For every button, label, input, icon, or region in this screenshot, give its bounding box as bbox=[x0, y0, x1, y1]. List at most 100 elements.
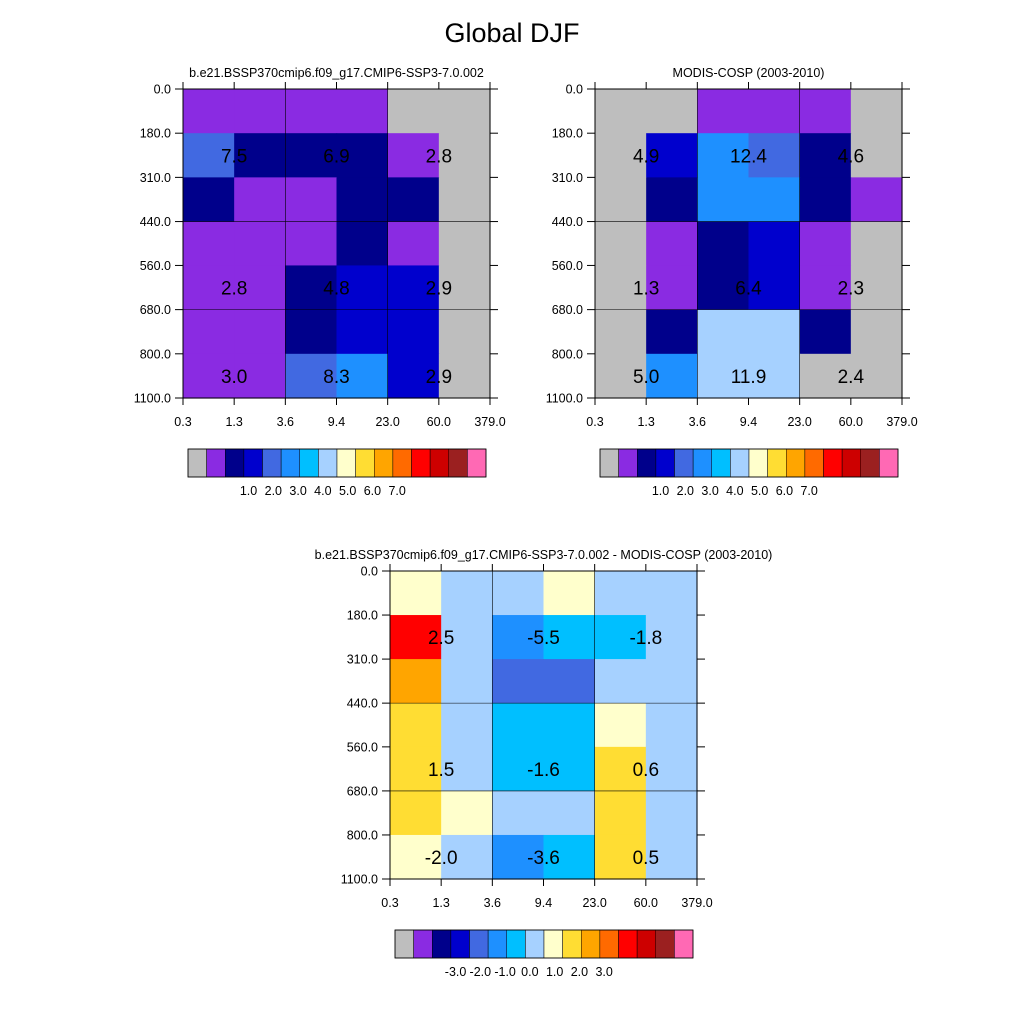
colorbar-swatch bbox=[187, 448, 207, 478]
colorbar-label: -1.0 bbox=[494, 965, 516, 979]
panel-title: b.e21.BSSP370cmip6.f09_g17.CMIP6-SSP3-7.… bbox=[315, 548, 773, 562]
heatmap-cell bbox=[543, 615, 596, 660]
heatmap-cell bbox=[441, 615, 493, 660]
heatmap-cell bbox=[234, 133, 286, 178]
colorbar-frame bbox=[599, 448, 899, 478]
heatmap-cell bbox=[387, 89, 440, 134]
colorbar-swatch bbox=[618, 929, 638, 959]
data-label: 3.0 bbox=[221, 367, 247, 388]
heatmap-cell bbox=[441, 790, 493, 836]
colorbar-swatch bbox=[823, 448, 843, 478]
heatmap-cell bbox=[748, 221, 801, 267]
heatmap-cell bbox=[441, 834, 493, 880]
heatmap-cell bbox=[645, 615, 698, 660]
colorbar-swatch bbox=[336, 448, 356, 478]
heatmap-cell bbox=[646, 133, 698, 178]
heatmap-cell bbox=[183, 353, 235, 399]
data-label: 7.5 bbox=[221, 146, 247, 167]
x-tick-label: 60.0 bbox=[427, 415, 451, 429]
colorbar-swatch bbox=[318, 448, 338, 478]
y-tick-label: 680.0 bbox=[140, 303, 171, 317]
heatmap-cell bbox=[748, 309, 801, 355]
heatmap-cell bbox=[234, 309, 286, 355]
colorbar-label: 7.0 bbox=[388, 484, 405, 498]
heatmap-panel-1: b.e21.BSSP370cmip6.f09_g17.CMIP6-SSP3-7.… bbox=[134, 66, 506, 498]
data-label: -1.6 bbox=[527, 760, 560, 781]
heatmap-cell bbox=[645, 571, 698, 616]
x-tick-label: 23.0 bbox=[787, 415, 811, 429]
heatmap-cell bbox=[438, 265, 491, 311]
heatmap-cell bbox=[387, 309, 440, 355]
colorbar-label: 6.0 bbox=[364, 484, 381, 498]
heatmap-cell bbox=[850, 177, 903, 223]
heatmap-cell bbox=[850, 221, 903, 267]
heatmap-cell bbox=[441, 746, 493, 792]
heatmap-cell bbox=[799, 177, 852, 223]
colorbar-swatch bbox=[448, 448, 468, 478]
colorbar-swatch bbox=[562, 929, 582, 959]
heatmap-cell bbox=[594, 571, 647, 616]
colorbar: 1.0 2.0 3.0 4.0 5.0 6.0 7.0 bbox=[599, 448, 899, 498]
heatmap-cell bbox=[492, 615, 545, 660]
heatmap-cell bbox=[543, 834, 596, 880]
heatmap-cell bbox=[850, 133, 903, 178]
data-label: 5.0 bbox=[633, 367, 659, 388]
data-label: 11.9 bbox=[731, 367, 767, 388]
colorbar-swatch bbox=[432, 929, 452, 959]
x-tick-label: 0.3 bbox=[174, 415, 191, 429]
heatmap-cell bbox=[492, 834, 545, 880]
colorbar-label: 2.0 bbox=[677, 484, 694, 498]
data-label: 1.3 bbox=[633, 279, 659, 300]
colorbar-swatch bbox=[730, 448, 750, 478]
colorbar-swatch bbox=[280, 448, 300, 478]
heatmap-cell bbox=[234, 221, 286, 267]
heatmap-cell bbox=[438, 353, 491, 399]
heatmap-cell bbox=[646, 89, 698, 134]
heatmap-cell bbox=[595, 265, 647, 311]
x-tick-label: 60.0 bbox=[839, 415, 863, 429]
x-tick-label: 0.3 bbox=[381, 896, 398, 910]
heatmap-cell bbox=[595, 309, 647, 355]
y-tick-label: 180.0 bbox=[552, 127, 583, 141]
heatmap-cell bbox=[387, 177, 440, 223]
heatmap-cell bbox=[492, 659, 545, 704]
heatmap-cell bbox=[336, 133, 389, 178]
colorbar-swatch bbox=[637, 448, 657, 478]
colorbar-swatch bbox=[411, 448, 431, 478]
heatmap-cell bbox=[183, 89, 235, 134]
data-label: 6.4 bbox=[735, 279, 762, 300]
colorbar-label: 1.0 bbox=[546, 965, 563, 979]
colorbar-swatch bbox=[655, 448, 675, 478]
colorbar-swatch bbox=[841, 448, 861, 478]
heatmap-cell bbox=[799, 89, 852, 134]
heatmap-panel-3: b.e21.BSSP370cmip6.f09_g17.CMIP6-SSP3-7.… bbox=[315, 548, 773, 979]
y-tick-label: 560.0 bbox=[552, 259, 583, 273]
colorbar-label: 7.0 bbox=[800, 484, 817, 498]
heatmap-cell bbox=[748, 265, 801, 311]
heatmap-cell bbox=[438, 309, 491, 355]
heatmap-cell bbox=[697, 133, 750, 178]
x-tick-label: 379.0 bbox=[474, 415, 505, 429]
panel-title: b.e21.BSSP370cmip6.f09_g17.CMIP6-SSP3-7.… bbox=[189, 66, 484, 80]
heatmap-cell bbox=[645, 659, 698, 704]
y-tick-label: 680.0 bbox=[552, 303, 583, 317]
heatmap-cell bbox=[336, 353, 389, 399]
colorbar-frame bbox=[187, 448, 487, 478]
heatmap-cell bbox=[748, 177, 801, 223]
heatmap-cell bbox=[850, 309, 903, 355]
heatmap-cell bbox=[594, 703, 647, 748]
colorbar-swatch bbox=[450, 929, 470, 959]
heatmap-cell bbox=[285, 133, 338, 178]
heatmap-cell bbox=[387, 133, 440, 178]
y-tick-label: 1100.0 bbox=[134, 392, 171, 406]
colorbar-swatch bbox=[599, 929, 619, 959]
heatmap-cell bbox=[285, 265, 338, 311]
heatmap-cell bbox=[441, 703, 493, 748]
colorbar-frame bbox=[394, 929, 694, 959]
heatmap-cell bbox=[390, 790, 442, 836]
heatmap-cell bbox=[387, 265, 440, 311]
heatmap-cell bbox=[748, 353, 801, 399]
x-tick-label: 0.3 bbox=[586, 415, 603, 429]
colorbar-swatch bbox=[392, 448, 412, 478]
heatmap-cell bbox=[543, 703, 596, 748]
